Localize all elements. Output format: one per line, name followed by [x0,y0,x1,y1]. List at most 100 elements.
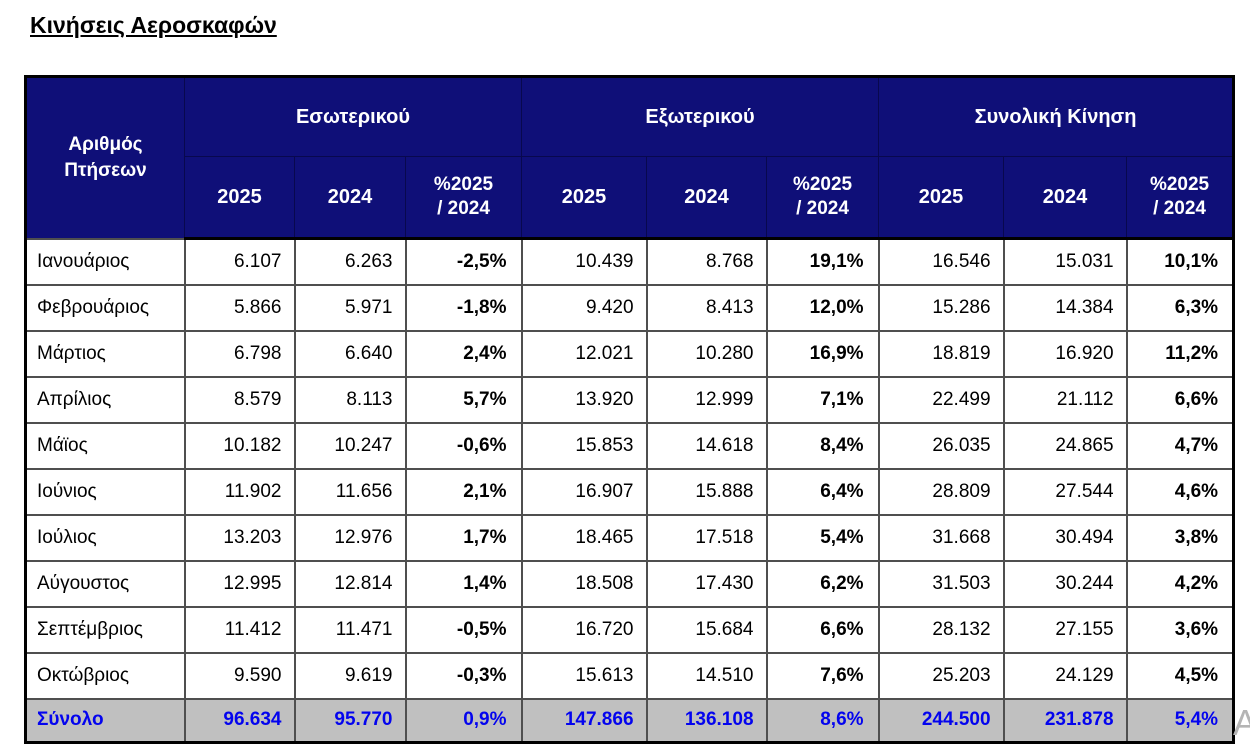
percent-cell: 4,2% [1125,559,1235,608]
percent-cell: 12,0% [765,283,880,332]
value-cell: 5.971 [293,283,407,332]
month-cell: Σεπτέμβριος [24,605,186,654]
value-cell: 26.035 [877,421,1005,470]
value-cell: 13.920 [520,375,648,424]
value-cell: 16.546 [877,237,1005,286]
table-header: Αριθμός Πτήσεων Εσωτερικού Εξωτερικού Συ… [25,76,1235,240]
value-cell: 9.590 [183,651,296,700]
value-cell: 17.518 [645,513,768,562]
value-cell: 15.031 [1002,237,1128,286]
percent-cell: 2,1% [404,467,523,516]
percent-cell: 7,6% [765,651,880,700]
sub-header-total-2024: 2024 [1003,156,1128,240]
value-cell: 9.619 [293,651,407,700]
value-cell: 12.814 [293,559,407,608]
value-cell: 18.508 [520,559,648,608]
month-cell: Οκτώβριος [24,651,186,700]
value-cell: 12.976 [293,513,407,562]
value-cell: 6.640 [293,329,407,378]
value-cell: 31.668 [877,513,1005,562]
table-row: Ιούνιος 11.902 11.656 2,1% 16.907 15.888 6,4% 2… [24,467,1235,516]
percent-cell: 6,2% [765,559,880,608]
value-cell: 11.902 [183,467,296,516]
total-label: Σύνολο [24,697,186,744]
value-cell: 11.471 [293,605,407,654]
total-international-2025: 147.866 [520,697,648,744]
value-cell: 10.439 [520,237,648,286]
value-cell: 10.182 [183,421,296,470]
value-cell: 16.907 [520,467,648,516]
table-row: Ιανουάριος 6.107 6.263 -2,5% 10.439 8.768 19,1… [24,237,1235,286]
sub-header-domestic-2024: 2024 [294,156,406,240]
page-title: Κινήσεις Αεροσκαφών [30,12,277,38]
total-overall-pct: 5,4% [1125,697,1235,744]
value-cell: 15.286 [877,283,1005,332]
value-cell: 15.888 [645,467,768,516]
table-row: Σεπτέμβριος 11.412 11.471 -0,5% 16.720 15.684… [24,605,1235,654]
percent-cell: 2,4% [404,329,523,378]
value-cell: 14.384 [1002,283,1128,332]
percent-cell: 4,6% [1125,467,1235,516]
percent-cell: 3,8% [1125,513,1235,562]
total-domestic-2024: 95.770 [293,697,407,744]
percent-cell: 16,9% [765,329,880,378]
value-cell: 27.155 [1002,605,1128,654]
month-cell: Ιούλιος [24,513,186,562]
sub-header-domestic-pct: %2025 / 2024 [404,156,523,240]
value-cell: 28.809 [877,467,1005,516]
month-cell: Απρίλιος [24,375,186,424]
percent-cell: 1,7% [404,513,523,562]
percent-cell: -0,6% [404,421,523,470]
table-row: Αύγουστος 12.995 12.814 1,4% 18.508 17.430 6,2… [24,559,1235,608]
table-row: Απρίλιος 8.579 8.113 5,7% 13.920 12.999 7,1% 22… [24,375,1235,424]
value-cell: 10.247 [293,421,407,470]
value-cell: 11.412 [183,605,296,654]
percent-cell: 5,4% [765,513,880,562]
percent-cell: 1,4% [404,559,523,608]
sub-header-total-2025: 2025 [878,156,1005,240]
table-body: Ιανουάριος 6.107 6.263 -2,5% 10.439 8.768 19,1… [24,237,1235,744]
month-cell: Μάρτιος [24,329,186,378]
sub-header-row: 2025 2024 %2025 / 2024 2025 2024 %2025 /… [26,156,1235,240]
total-row: Σύνολο 96.634 95.770 0,9% 147.866 136.10… [24,697,1235,744]
sub-header-international-pct: %2025 / 2024 [766,156,880,240]
value-cell: 24.865 [1002,421,1128,470]
value-cell: 6.107 [183,237,296,286]
total-international-pct: 8,6% [765,697,880,744]
value-cell: 8.113 [293,375,407,424]
percent-cell: 3,6% [1125,605,1235,654]
value-cell: 16.720 [520,605,648,654]
value-cell: 25.203 [877,651,1005,700]
value-cell: 8.768 [645,237,768,286]
watermark-letter: Α [1233,702,1250,743]
month-cell: Μάϊος [24,421,186,470]
value-cell: 31.503 [877,559,1005,608]
value-cell: 18.819 [877,329,1005,378]
table-row: Φεβρουάριος 5.866 5.971 -1,8% 9.420 8.413 12,0… [24,283,1235,332]
percent-cell: 6,4% [765,467,880,516]
total-overall-2025: 244.500 [877,697,1005,744]
group-header-domestic: Εσωτερικού [183,76,523,157]
table-row: Μάρτιος 6.798 6.640 2,4% 12.021 10.280 16,9% 18… [24,329,1235,378]
percent-cell: -2,5% [404,237,523,286]
percent-cell: 6,3% [1125,283,1235,332]
value-cell: 15.613 [520,651,648,700]
value-cell: 30.244 [1002,559,1128,608]
percent-cell: 4,5% [1125,651,1235,700]
value-cell: 21.112 [1002,375,1128,424]
value-cell: 18.465 [520,513,648,562]
aircraft-movements-table: Αριθμός Πτήσεων Εσωτερικού Εξωτερικού Συ… [24,75,1236,744]
value-cell: 5.866 [183,283,296,332]
value-cell: 27.544 [1002,467,1128,516]
percent-cell: 7,1% [765,375,880,424]
month-cell: Αύγουστος [24,559,186,608]
percent-cell: 5,7% [404,375,523,424]
percent-cell: -0,5% [404,605,523,654]
percent-cell: 6,6% [765,605,880,654]
table-row: Ιούλιος 13.203 12.976 1,7% 18.465 17.518 5,4% 3… [24,513,1235,562]
percent-cell: -1,8% [404,283,523,332]
value-cell: 6.263 [293,237,407,286]
month-cell: Φεβρουάριος [24,283,186,332]
value-cell: 24.129 [1002,651,1128,700]
